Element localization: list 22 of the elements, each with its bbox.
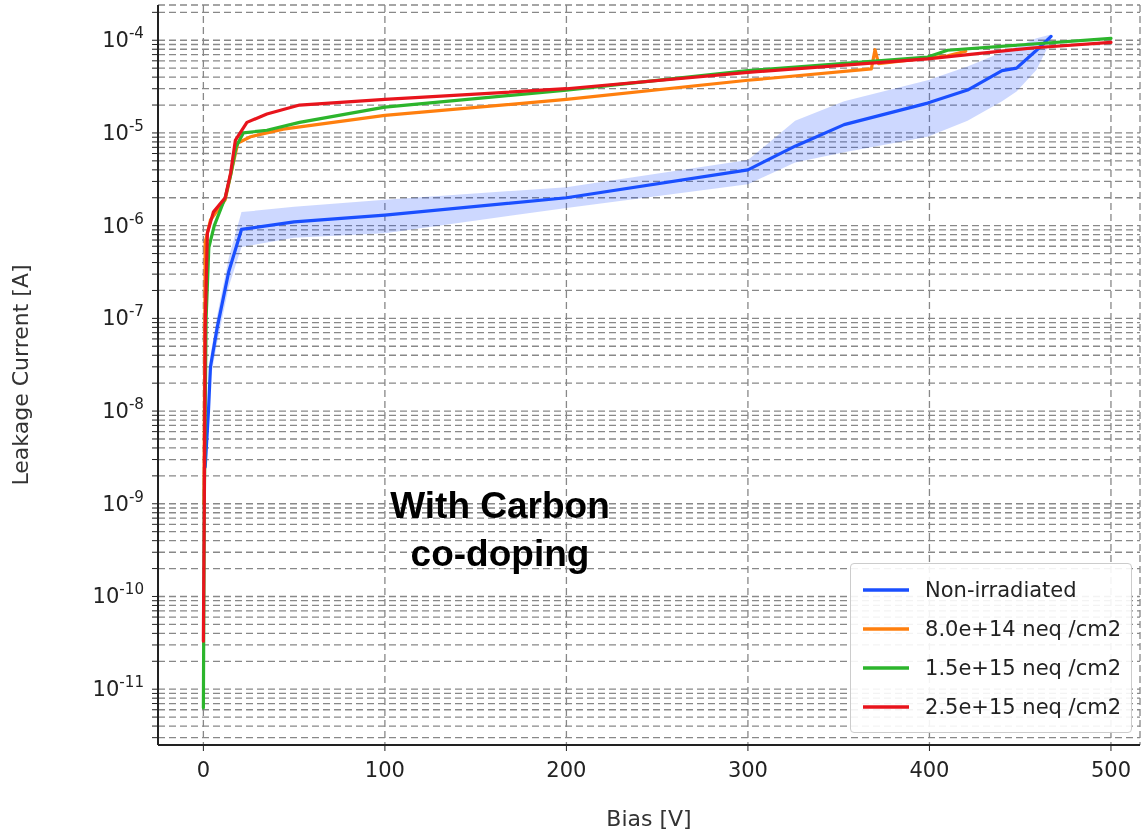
- y-tick-label: 10$^{-7}$: [102, 302, 144, 331]
- legend-label: 2.5e+15 neq /cm2: [925, 694, 1121, 719]
- y-axis-title: Leakage Current [A]: [7, 264, 33, 486]
- x-tick-label: 400: [909, 758, 950, 782]
- line-series: [203, 34, 1053, 469]
- legend-label: 8.0e+14 neq /cm2: [925, 616, 1121, 641]
- x-tick-label: 100: [364, 758, 405, 782]
- y-tick-label: 10$^{-10}$: [92, 580, 144, 609]
- y-tick-label: 10$^{-11}$: [92, 673, 144, 702]
- y-tick-label: 10$^{-8}$: [102, 395, 144, 424]
- annotation: With Carbon co-doping: [389, 484, 611, 576]
- x-tick-label: 200: [546, 758, 587, 782]
- legend-label: 1.5e+15 neq /cm2: [925, 655, 1121, 680]
- y-tick-label: 10$^{-9}$: [102, 487, 144, 516]
- y-tick-label: 10$^{-6}$: [102, 209, 144, 238]
- x-tick-label: 0: [196, 758, 211, 782]
- x-axis-title: Bias [V]: [606, 806, 692, 831]
- y-tick-label: 10$^{-5}$: [102, 116, 144, 145]
- x-tick-label: 300: [727, 758, 768, 782]
- x-tick-label: 500: [1090, 758, 1131, 782]
- y-tick-label: 10$^{-4}$: [102, 24, 144, 53]
- legend-label: Non-irradiated: [925, 577, 1077, 602]
